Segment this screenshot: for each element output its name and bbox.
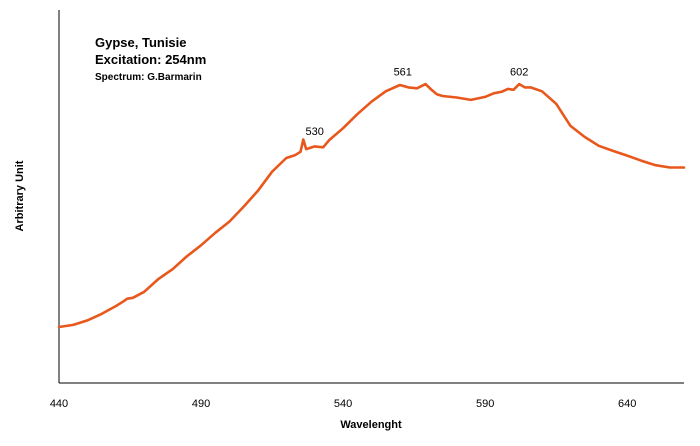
x-axis-label: Wavelenght — [340, 419, 402, 431]
chart-title-block: Gypse, Tunisie Excitation: 254nm Spectru… — [95, 35, 206, 83]
x-tick-label: 440 — [50, 398, 68, 410]
x-tick-label: 490 — [192, 398, 210, 410]
chart-title-sample: Gypse, Tunisie — [95, 35, 187, 50]
peak-annotations: 530 561 602 — [306, 67, 529, 138]
x-tick-labels: 440 490 540 590 640 — [50, 398, 637, 410]
x-tick-label: 540 — [334, 398, 352, 410]
peak-label: 602 — [510, 67, 528, 79]
x-tick-label: 590 — [476, 398, 494, 410]
chart-title-credit: Spectrum: G.Barmarin — [95, 72, 202, 83]
peak-label: 530 — [306, 126, 324, 138]
series-group — [57, 82, 686, 329]
spectrum-line — [57, 82, 686, 329]
peak-label: 561 — [394, 67, 412, 79]
x-tick-label: 640 — [618, 398, 636, 410]
y-axis-label: Arbitrary Unit — [14, 160, 26, 231]
axes — [58, 10, 684, 384]
chart-title-excitation: Excitation: 254nm — [95, 52, 206, 67]
